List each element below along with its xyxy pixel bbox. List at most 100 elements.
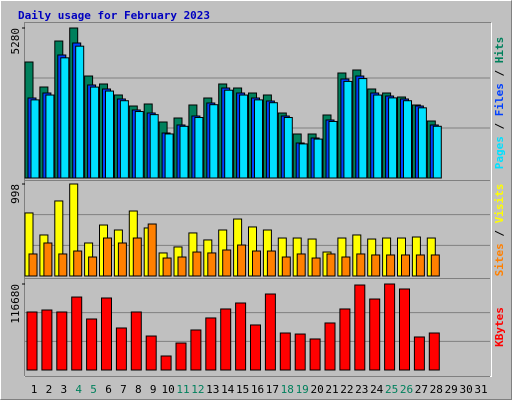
bar <box>190 329 202 371</box>
x-tick-label: 22 <box>340 383 353 396</box>
legend-entry: Hits <box>493 37 506 64</box>
bar <box>328 120 338 179</box>
x-tick-label: 24 <box>370 383 384 396</box>
bar <box>103 237 112 277</box>
bar <box>56 311 68 371</box>
bar <box>237 244 247 277</box>
bar <box>403 100 412 179</box>
bar <box>266 250 276 277</box>
bar <box>384 283 396 371</box>
bar <box>371 254 381 277</box>
x-tick-label: 25 <box>385 383 398 396</box>
bar <box>343 80 353 179</box>
bar <box>30 99 40 179</box>
legend: Pages / Files / Hits <box>493 37 506 170</box>
legend-entry: Files <box>493 83 506 116</box>
bar <box>60 57 70 179</box>
bar <box>296 253 306 277</box>
x-tick-label: 26 <box>400 383 413 396</box>
x-tick-label: 29 <box>445 383 458 396</box>
bar <box>164 133 174 179</box>
bar <box>209 104 219 179</box>
bar <box>71 296 83 371</box>
bar <box>428 332 440 371</box>
bar <box>239 94 249 179</box>
y-tick-label: 116680 <box>9 284 22 324</box>
x-tick-label: 1 <box>31 383 38 396</box>
bar <box>119 100 129 179</box>
x-tick-label: 28 <box>430 383 443 396</box>
bar <box>430 254 440 277</box>
x-tick-label: 6 <box>105 383 112 396</box>
bar <box>298 143 308 179</box>
bar <box>75 45 85 179</box>
x-tick-label: 10 <box>161 383 174 396</box>
x-tick-label: 12 <box>191 383 204 396</box>
bar <box>73 250 83 277</box>
bar <box>88 256 98 277</box>
bar <box>281 256 291 277</box>
bar <box>222 249 232 277</box>
x-tick-label: 21 <box>325 383 338 396</box>
x-tick-label: 4 <box>75 383 82 396</box>
bar <box>101 297 112 371</box>
bar <box>283 116 293 179</box>
bar <box>252 250 261 277</box>
legend-entry: KBytes <box>493 307 506 347</box>
bar <box>341 256 351 277</box>
x-tick-label: 27 <box>415 383 428 396</box>
bar <box>399 288 410 371</box>
bar <box>373 94 383 179</box>
bar <box>388 97 398 179</box>
legend: KBytes <box>493 307 506 347</box>
bar <box>417 107 427 179</box>
legend: Sites / Visits <box>493 184 506 277</box>
bar <box>162 257 172 277</box>
bar <box>41 309 53 371</box>
legend-entry: Sites <box>493 243 506 276</box>
bar <box>90 86 100 179</box>
x-tick-label: 31 <box>474 383 487 396</box>
x-tick-label: 15 <box>236 383 249 396</box>
bar <box>339 308 351 371</box>
y-tick-label: 998 <box>9 184 22 204</box>
bar <box>177 256 187 277</box>
x-tick-label: 5 <box>90 383 97 396</box>
bar <box>432 125 442 179</box>
bar <box>175 342 187 371</box>
bar <box>130 311 142 371</box>
bar <box>145 335 157 371</box>
bar <box>415 254 425 277</box>
bar <box>86 318 98 371</box>
bar <box>115 327 127 371</box>
bar <box>220 308 232 371</box>
bar <box>309 338 321 371</box>
bar <box>311 257 321 277</box>
bar <box>386 254 396 277</box>
bar <box>313 138 323 179</box>
bar <box>160 355 172 371</box>
legend-separator: / <box>493 223 506 243</box>
bar <box>28 253 38 277</box>
legend-entry: Pages <box>493 136 506 169</box>
legend-entry: Visits <box>493 184 506 224</box>
x-tick-label: 30 <box>459 383 472 396</box>
bar <box>369 298 381 371</box>
x-tick-label: 2 <box>46 383 53 396</box>
chart-title: Daily usage for February 2023 <box>18 9 210 22</box>
bar <box>134 111 144 179</box>
bar <box>26 311 38 371</box>
bar <box>45 94 55 179</box>
x-tick-label: 19 <box>296 383 309 396</box>
x-tick-label: 18 <box>281 383 294 396</box>
x-tick-label: 20 <box>310 383 323 396</box>
x-tick-label: 7 <box>120 383 127 396</box>
bar <box>324 322 336 371</box>
bar <box>401 254 410 277</box>
bar <box>294 333 306 371</box>
bar <box>105 90 114 179</box>
legend-separator: / <box>493 116 506 136</box>
bar <box>264 293 276 371</box>
x-tick-label: 14 <box>221 383 235 396</box>
